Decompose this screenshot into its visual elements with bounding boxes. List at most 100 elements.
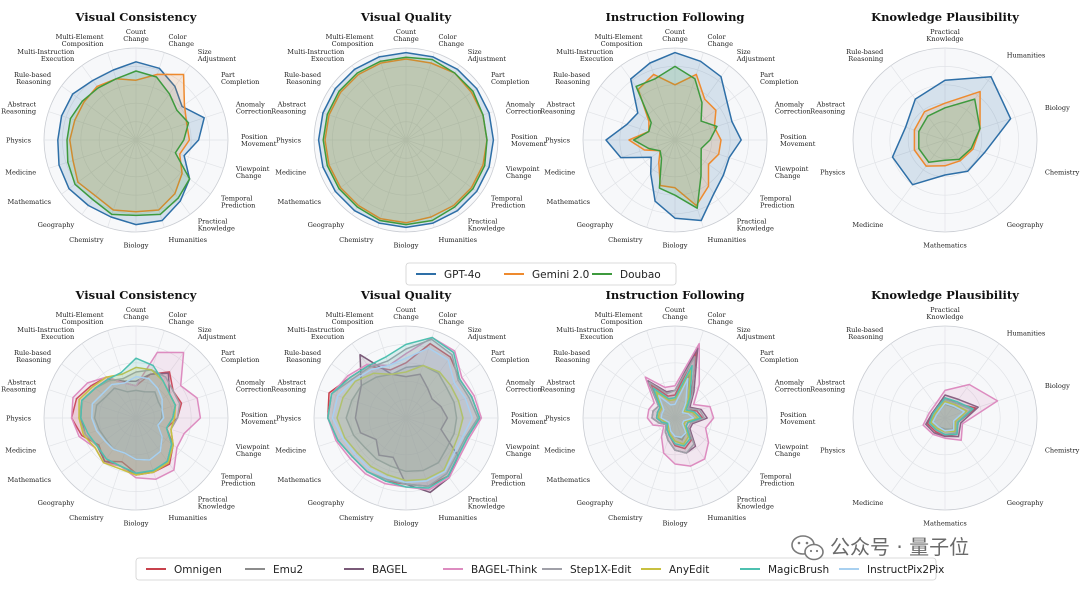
legend-top-frame	[405, 262, 677, 286]
series-gemini-2-0	[324, 58, 488, 224]
axis-label-practical-knowledge: Practical Knowledge	[926, 28, 963, 43]
axis-label-part-completion: Part Completion	[760, 71, 799, 86]
axis-label-humanities: Humanities	[707, 236, 746, 244]
chart-title: Visual Quality	[360, 288, 452, 302]
axis-label-rule-based-reasoning: Rule-based Reasoning	[14, 349, 52, 364]
axis-label-practical-knowledge: Practical Knowledge	[468, 496, 505, 511]
series-instructpix2pix	[932, 402, 965, 432]
radar-spoke	[857, 389, 946, 419]
series-bagel-think	[922, 383, 999, 442]
axis-label-rule-based-reasoning: Rule-based Reasoning	[846, 326, 884, 341]
axis-label-rule-based-reasoning: Rule-based Reasoning	[846, 48, 884, 63]
radar-spoke	[944, 111, 1033, 141]
radar-spoke	[674, 417, 763, 447]
axis-label-mathematics: Mathematics	[547, 476, 591, 484]
radar-spoke	[857, 111, 946, 141]
axis-label-size-adjustment: Size Adjustment	[736, 48, 776, 63]
axis-label-multi-instruction-execution: Multi-Instruction Execution	[287, 48, 345, 63]
axis-label-chemistry: Chemistry	[608, 514, 643, 522]
axis-label-temporal-prediction: Temporal Prediction	[760, 473, 795, 488]
axis-label-part-completion: Part Completion	[221, 349, 260, 364]
radar-spoke	[81, 417, 137, 493]
axis-label-biology: Biology	[124, 241, 149, 249]
axis-label-practical-knowledge: Practical Knowledge	[198, 496, 235, 511]
series-gpt-4o	[317, 51, 495, 229]
legend-label-doubao: Doubao	[620, 269, 661, 281]
watermark: 公众号 · 量子位	[791, 535, 969, 561]
radar-spoke	[890, 343, 946, 419]
series-doubao	[632, 65, 718, 209]
radar-chart-6: Visual Quality Count Change Color ChangeSize…	[271, 288, 547, 527]
radar-chart-1: Visual Consistency Count Change Color Change…	[1, 10, 277, 249]
series-instructpix2pix	[91, 375, 165, 461]
radar-spoke	[944, 139, 1000, 215]
axis-label-count-change: Count Change	[393, 306, 419, 321]
watermark-text: 公众号 · 量子位	[830, 535, 969, 559]
axis-label-biology: Biology	[394, 519, 419, 527]
axis-label-practical-knowledge: Practical Knowledge	[737, 218, 774, 233]
radar-spoke	[944, 65, 1000, 141]
axis-label-medicine: Medicine	[5, 447, 36, 455]
radar-spoke	[405, 85, 481, 141]
radar-spoke	[351, 65, 407, 141]
axis-label-abstract-reasoning: Abstract Reasoning	[1, 100, 37, 115]
axis-label-physics: Physics	[820, 169, 846, 177]
axis-label-rule-based-reasoning: Rule-based Reasoning	[14, 71, 52, 86]
axis-label-position-movement: Position Movement	[780, 133, 816, 148]
radar-spoke	[61, 363, 137, 419]
radar-spoke	[944, 139, 1033, 169]
chart-title: Visual Quality	[360, 10, 452, 24]
axis-label-color-change: Color Change	[707, 311, 733, 326]
radar-spoke	[620, 65, 676, 141]
axis-label-mathematics: Mathematics	[923, 519, 967, 527]
axis-label-geography: Geography	[577, 499, 614, 507]
axis-label-count-change: Count Change	[123, 306, 149, 321]
radar-spoke	[48, 139, 137, 169]
legend-label-gemini-2-0: Gemini 2.0	[532, 269, 589, 281]
series-anyedit	[336, 364, 464, 482]
axis-label-multi-element-composition: Multi-Element Composition	[326, 33, 375, 48]
series-gpt-4o	[891, 75, 1012, 186]
radar-spoke	[135, 52, 165, 141]
charts-layer: Visual Consistency Count Change Color Change…	[1, 10, 1079, 527]
radar-spoke	[405, 52, 435, 141]
legend-bottom: Omnigen Emu2 BAGEL BAGEL-Think Step1X-Edit An…	[135, 557, 944, 581]
axis-label-physics: Physics	[545, 136, 571, 144]
axis-label-viewpoint-change: Viewpoint Change	[235, 443, 270, 458]
radar-chart-7: Instruction Following Count Change Color Cha…	[540, 288, 816, 527]
axis-label-multi-instruction-execution: Multi-Instruction Execution	[287, 326, 345, 341]
axis-label-biology: Biology	[394, 241, 419, 249]
axis-label-abstract-reasoning: Abstract Reasoning	[271, 100, 307, 115]
radar-spoke	[674, 139, 750, 195]
radar-spoke	[61, 85, 137, 141]
radar-spoke	[331, 139, 407, 195]
axis-label-medicine: Medicine	[275, 447, 306, 455]
axis-label-viewpoint-change: Viewpoint Change	[505, 165, 540, 180]
radar-spoke	[107, 139, 137, 228]
radar-spoke	[318, 111, 407, 141]
series-magicbrush	[80, 357, 177, 474]
radar-spoke	[405, 139, 461, 215]
radar-chart-8: Knowledge Plausibility Practical Knowledge…	[810, 288, 1079, 527]
radar-spoke	[674, 111, 763, 141]
axis-label-physics: Physics	[545, 414, 571, 422]
axis-label-practical-knowledge: Practical Knowledge	[198, 218, 235, 233]
radar-spoke	[646, 330, 676, 419]
axis-label-chemistry: Chemistry	[1045, 447, 1080, 455]
axis-label-rule-based-reasoning: Rule-based Reasoning	[553, 71, 591, 86]
radar-spoke	[331, 417, 407, 473]
radar-spoke	[674, 343, 730, 419]
axis-label-geography: Geography	[577, 221, 614, 229]
series-doubao	[918, 98, 981, 164]
radar-spoke	[587, 389, 676, 419]
series-gpt-4o	[57, 61, 205, 226]
radar-chart-2: Visual Quality Count Change Color ChangeSize…	[271, 10, 547, 249]
axis-label-medicine: Medicine	[275, 169, 306, 177]
axis-label-temporal-prediction: Temporal Prediction	[491, 195, 526, 210]
axis-label-size-adjustment: Size Adjustment	[467, 48, 507, 63]
radar-spoke	[620, 139, 676, 215]
axis-label-humanities: Humanities	[707, 514, 746, 522]
axis-label-biology: Biology	[124, 519, 149, 527]
axis-label-temporal-prediction: Temporal Prediction	[221, 195, 256, 210]
